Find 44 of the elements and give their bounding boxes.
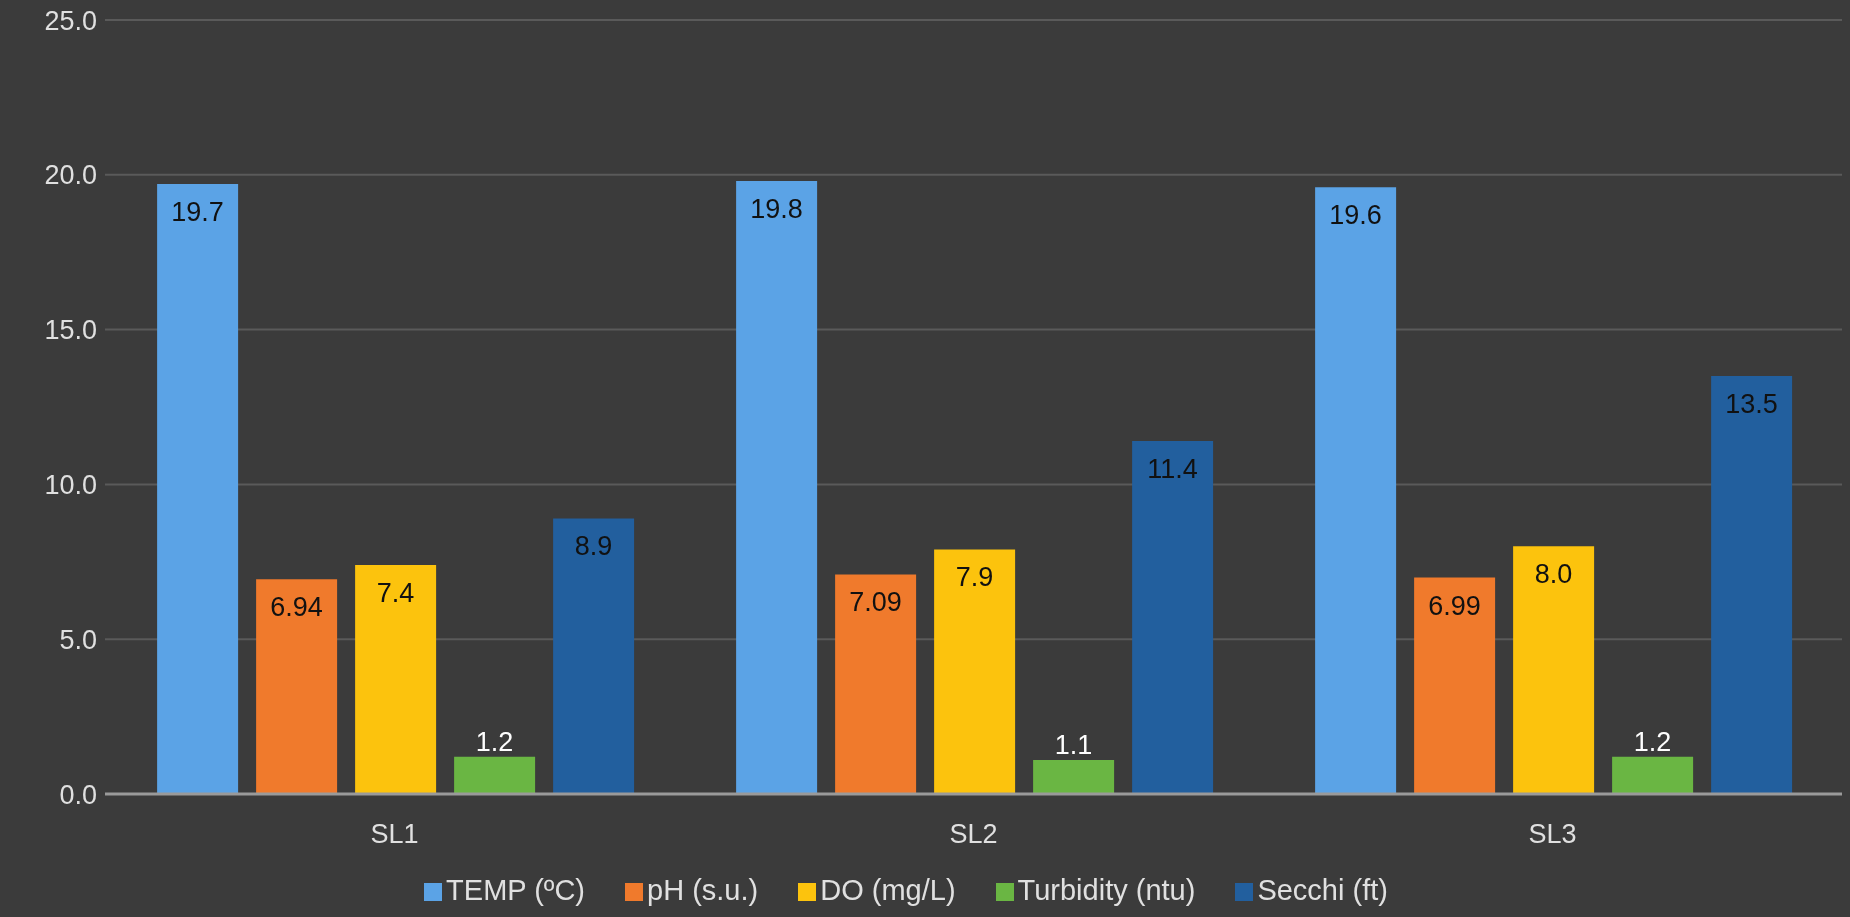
bar: [934, 549, 1016, 794]
y-tick-label: 5.0: [59, 624, 97, 655]
legend-label: Turbidity (ntu): [1017, 874, 1196, 906]
data-label: 19.7: [171, 197, 224, 228]
bar: [553, 518, 635, 794]
legend-label: pH (s.u.): [647, 874, 759, 906]
data-label: 8.0: [1534, 559, 1573, 590]
data-label: 7.09: [849, 587, 902, 618]
bar: [1132, 441, 1214, 794]
x-tick-label: SL3: [1528, 819, 1577, 850]
y-tick-label: 20.0: [44, 160, 97, 191]
bar: [355, 564, 437, 794]
legend-label: DO (mg/L): [820, 874, 956, 906]
data-label: 13.5: [1725, 389, 1778, 420]
y-tick-label: 25.0: [44, 5, 97, 36]
bar: [1513, 546, 1595, 794]
data-label: 19.8: [750, 193, 803, 224]
bar: [1033, 759, 1115, 794]
data-label: 8.9: [574, 531, 613, 562]
bar: [1612, 756, 1694, 794]
y-tick-label: 0.0: [59, 779, 97, 810]
y-tick-label: 10.0: [44, 469, 97, 500]
data-label: 1.1: [1054, 729, 1093, 760]
bar: [1711, 376, 1793, 794]
data-label: 1.2: [1633, 726, 1672, 757]
data-label: 7.9: [955, 562, 994, 593]
data-label: 7.4: [376, 577, 415, 608]
bar: [157, 184, 239, 794]
data-label: 19.6: [1329, 200, 1382, 231]
x-tick-label: SL2: [949, 819, 998, 850]
data-label: 11.4: [1147, 454, 1198, 485]
legend-label: TEMP (ºC): [446, 874, 586, 906]
data-label: 1.2: [475, 726, 514, 757]
bar: [256, 579, 338, 794]
y-tick-label: 15.0: [44, 315, 97, 346]
bar: [1414, 577, 1496, 794]
data-label: 6.94: [270, 592, 323, 623]
bar: [835, 574, 917, 794]
bar: [736, 180, 818, 794]
x-tick-label: SL1: [370, 819, 419, 850]
legend-label: Secchi (ft): [1257, 874, 1388, 906]
data-label: 6.99: [1428, 590, 1481, 621]
bar: [1315, 187, 1397, 794]
bar: [454, 756, 536, 794]
